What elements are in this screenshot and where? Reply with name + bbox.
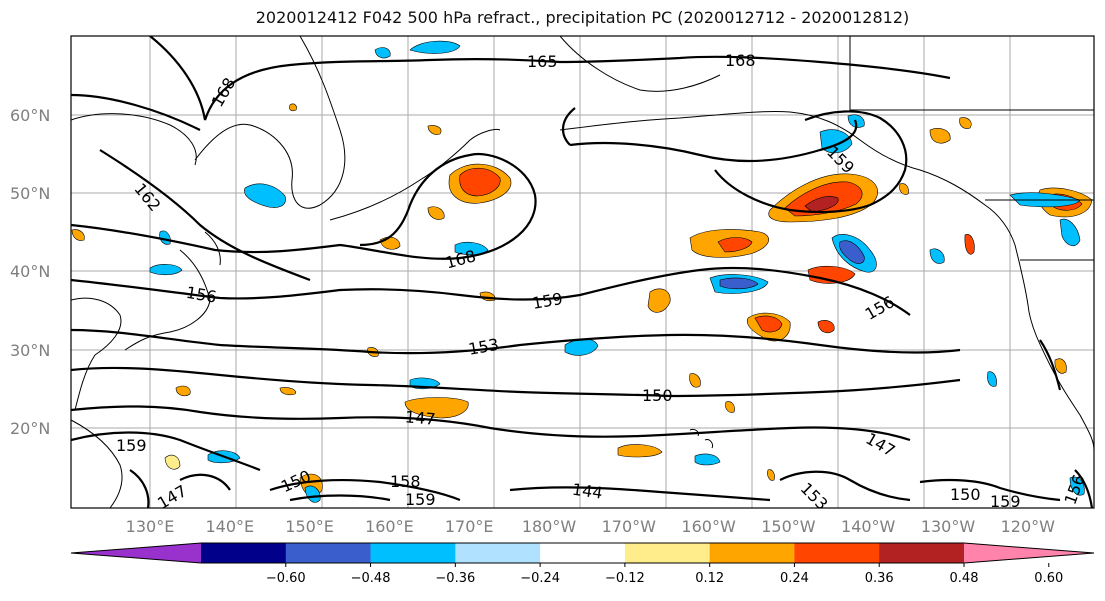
contour-label: 147 <box>404 407 436 429</box>
colorbar-bin <box>370 543 456 563</box>
lat-label: 50°N <box>10 184 50 203</box>
contour-label: 159 <box>405 490 436 509</box>
contour-label: 158 <box>390 472 421 491</box>
contour-label: 150 <box>950 485 981 504</box>
lon-label: 120°W <box>1001 517 1056 536</box>
latitude-labels: 60°N 50°N 40°N 30°N 20°N <box>10 106 50 438</box>
longitude-labels: 130°E 140°E 150°E 160°E 170°E 180°W 170°… <box>126 517 1055 536</box>
colorbar-tick-label: −0.12 <box>605 571 645 586</box>
colorbar: −0.60 −0.48 −0.36 −0.24 −0.12 0.12 0.24 0.36 0.4… <box>70 542 1095 586</box>
map-title: 2020012412 F042 500 hPa refract., precip… <box>255 8 910 27</box>
colorbar-bin <box>201 543 287 563</box>
contour-label: 144 <box>571 480 604 503</box>
colorbar-bin <box>624 543 711 563</box>
colorbar-tick-label: −0.36 <box>435 571 475 586</box>
lat-label: 40°N <box>10 262 50 281</box>
lon-label: 140°W <box>841 517 896 536</box>
colorbar-tick-label: 0.48 <box>950 571 979 586</box>
lat-label: 30°N <box>10 341 50 360</box>
lon-label: 130°W <box>921 517 976 536</box>
colorbar-bin <box>540 543 626 563</box>
coastlines <box>71 36 1094 508</box>
lon-label: 170°W <box>602 517 657 536</box>
lon-label: 170°E <box>445 517 494 536</box>
colorbar-tick-label: 0.60 <box>1034 571 1063 586</box>
colorbar-bin <box>709 543 795 563</box>
contour-label: 159 <box>990 492 1021 511</box>
colorbar-tick-label: 0.12 <box>695 571 724 586</box>
colorbar-bin <box>455 543 541 563</box>
colorbar-tick-label: 0.24 <box>780 571 809 586</box>
contour-label: 159 <box>116 436 147 455</box>
colorbar-bin <box>794 543 880 563</box>
colorbar-max-extend <box>964 543 1094 563</box>
lat-label: 20°N <box>10 419 50 438</box>
contour-label: 150 <box>642 386 673 405</box>
lon-label: 180°W <box>522 517 577 536</box>
contour-label: 168 <box>725 51 756 70</box>
map-content: 165 168 168 159 162 168 156 159 156 153 … <box>71 36 1094 511</box>
lon-label: 150°E <box>285 517 334 536</box>
colorbar-tick-label: 0.36 <box>865 571 894 586</box>
contour-label: 165 <box>527 52 558 71</box>
lon-label: 160°W <box>681 517 736 536</box>
lon-label: 140°E <box>205 517 254 536</box>
lat-label: 60°N <box>10 106 50 125</box>
map-frame <box>70 35 1095 509</box>
lon-label: 150°W <box>761 517 816 536</box>
colorbar-outline <box>70 542 1095 564</box>
colorbar-min-extend <box>71 543 201 563</box>
colorbar-tick-label: −0.60 <box>266 571 306 586</box>
lon-label: 130°E <box>126 517 175 536</box>
colorbar-tick-label: −0.24 <box>520 571 560 586</box>
lon-label: 160°E <box>365 517 414 536</box>
colorbar-bin <box>285 543 372 563</box>
colorbar-tick-label: −0.48 <box>351 571 391 586</box>
refractivity-contours <box>71 36 1094 508</box>
colorbar-bin <box>879 543 965 563</box>
